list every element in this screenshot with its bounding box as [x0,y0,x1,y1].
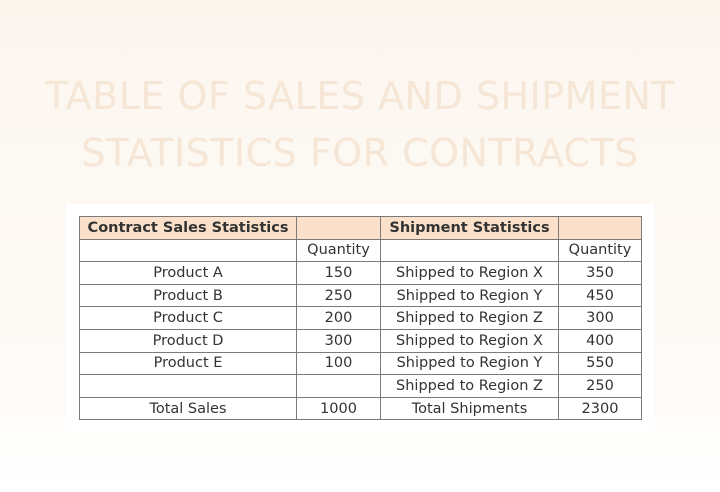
table-cell: Shipped to Region X [380,328,559,353]
table-cell: Product B [79,283,297,308]
table-cell [296,374,381,398]
table-row: Product B 250 Shipped to Region Y 450 [79,283,642,308]
table-cell: 200 [296,306,381,330]
table-cell: Quantity [558,238,642,263]
table-row: Shipped to Region Z 250 [79,374,642,398]
table-cell: Shipped to Region Z [380,306,559,330]
table-cell: Total Sales [79,396,297,421]
table-cell: 1000 [296,396,381,421]
header-row: Contract Sales Statistics Shipment Statis… [79,216,642,240]
table-cell: Product A [79,261,297,285]
table-cell: 250 [296,283,381,308]
header-cell [558,216,642,240]
table-cell: 450 [558,283,642,308]
table-cell: Shipped to Region Y [380,351,559,376]
table-cell: Product E [79,351,297,376]
table-card: Contract Sales Statistics Shipment Statis… [66,204,654,432]
table-cell: 400 [558,328,642,353]
table-row: Product E 100 Shipped to Region Y 550 [79,351,642,376]
title-line: TABLE OF SALES AND SHIPMENT [44,74,676,118]
table-cell: 2300 [558,396,642,421]
table-cell [79,374,297,398]
table-cell: 100 [296,351,381,376]
table-cell: Product C [79,306,297,330]
header-cell: Shipment Statistics [380,216,559,240]
table-row: Product A 150 Shipped to Region X 350 [79,261,642,285]
table-row: Product D 300 Shipped to Region X 400 [79,328,642,353]
title-line: STATISTICS FOR CONTRACTS [81,131,639,175]
table-cell: Shipped to Region Z [380,374,559,398]
table-cell [380,238,559,263]
table-cell: Product D [79,328,297,353]
title: TABLE OF SALES AND SHIPMENT STATISTICS FO… [0,68,720,182]
table-cell: 300 [296,328,381,353]
table-cell: Quantity [296,238,381,263]
table-cell: 550 [558,351,642,376]
table-cell: Shipped to Region X [380,261,559,285]
table-cell: 150 [296,261,381,285]
table-cell: 250 [558,374,642,398]
table-row: Total Sales 1000 Total Shipments 2300 [79,396,642,421]
table-cell: Shipped to Region Y [380,283,559,308]
table-row: Product C 200 Shipped to Region Z 300 [79,306,642,330]
header-cell [296,216,381,240]
header-cell: Contract Sales Statistics [79,216,297,240]
table-cell: 300 [558,306,642,330]
table: Contract Sales Statistics Shipment Statis… [79,216,642,421]
table-row: Quantity Quantity [79,238,642,263]
table-cell: Total Shipments [380,396,559,421]
table-cell: 350 [558,261,642,285]
table-cell [79,238,297,263]
